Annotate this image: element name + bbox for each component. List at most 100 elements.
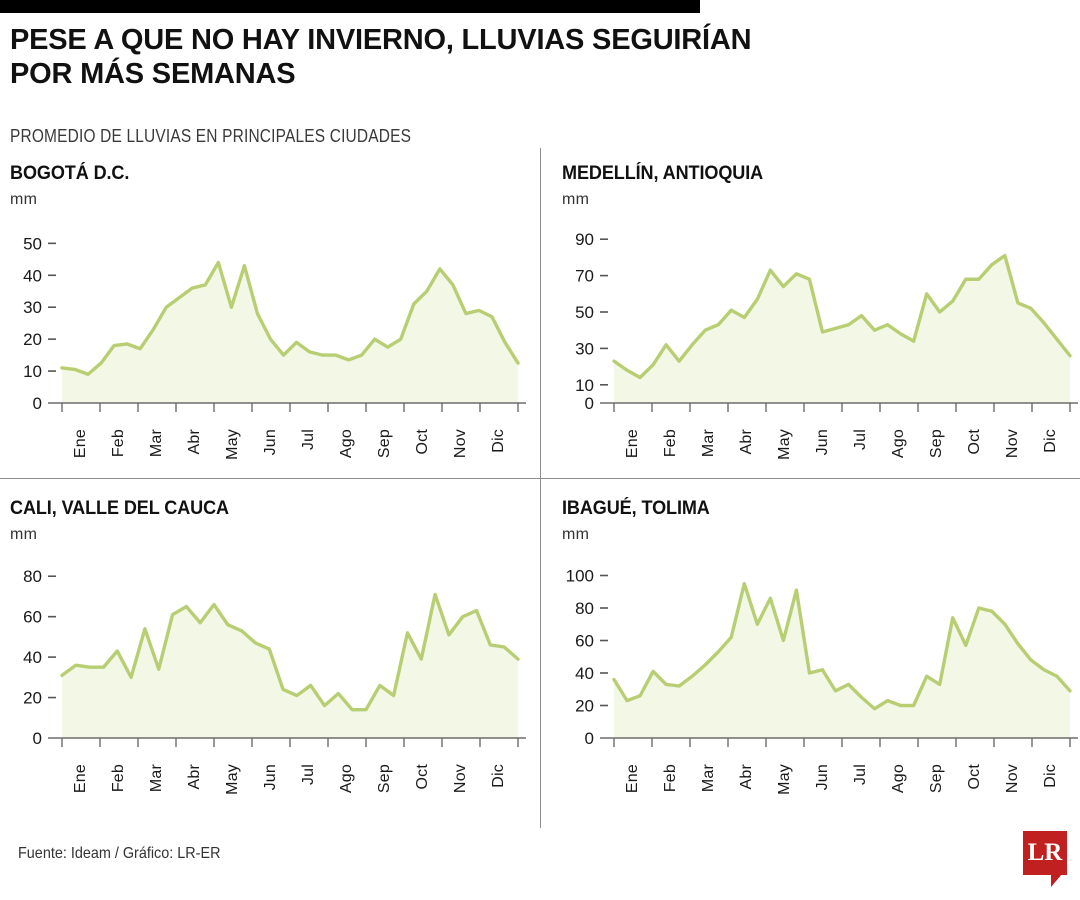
x-tick-label: Jul [852,429,869,451]
x-tick-label: Jun [262,429,279,456]
x-axis-labels-medellin: Ene Feb Mar Abr May Jun Jul Ago Sep Oct Nov Dic [552,427,1080,489]
horizontal-divider [0,478,1080,480]
plot-area-ibague: 0 20 40 60 80 100 [552,546,1080,766]
source-credit: Fuente: Ideam / Gráfico: LR-ER [18,845,221,862]
x-tick-label: Oct [414,429,431,455]
chart-panel-bogota: BOGOTÁ D.C. mm 0 10 20 30 40 50 Ene Feb Mar Abr M… [0,155,540,485]
x-tick-label: Jun [814,429,831,456]
x-tick-label: Ago [890,429,907,459]
page-title: PESE A QUE NO HAY INVIERNO, LLUVIAS SEGU… [10,24,752,90]
page-subtitle: PROMEDIO DE LLUVIAS EN PRINCIPALES CIUDA… [10,126,412,146]
x-tick-label: Jun [262,764,279,791]
x-axis-labels-bogota: Ene Feb Mar Abr May Jun Jul Ago Sep Oct Nov Dic [0,427,540,489]
x-tick-label: Ene [72,764,89,794]
x-tick-label: Sep [928,429,945,459]
svg-text:10: 10 [575,376,594,395]
x-tick-label: Mar [700,764,717,793]
x-tick-label: Nov [1004,429,1021,459]
x-tick-label: Sep [376,429,393,459]
svg-text:40: 40 [23,648,42,667]
chart-title-ibague: IBAGUÉ, TOLIMA [562,498,710,519]
svg-text:20: 20 [23,330,42,349]
plot-area-cali: 0 20 40 60 80 [0,546,540,766]
x-tick-label: Nov [452,429,469,459]
svg-text:60: 60 [23,608,42,627]
vertical-divider [540,148,542,828]
x-tick-label: Dic [1042,764,1059,788]
x-tick-label: Abr [738,429,755,455]
x-tick-label: Feb [662,764,679,793]
svg-text:90: 90 [575,230,594,249]
svg-text:10: 10 [23,362,42,381]
svg-text:0: 0 [33,394,42,413]
x-tick-label: Feb [662,429,679,458]
y-axis-unit-cali: mm [10,526,38,543]
svg-text:40: 40 [23,266,42,285]
svg-text:0: 0 [33,729,42,748]
svg-text:0: 0 [585,394,594,413]
x-tick-label: May [224,429,241,460]
x-tick-label: Abr [738,764,755,790]
x-tick-label: Ene [72,429,89,459]
x-tick-label: Abr [186,764,203,790]
chart-panel-cali: CALI, VALLE DEL CAUCA mm 0 20 40 60 80 Ene Fe… [0,490,540,820]
svg-text:80: 80 [23,567,42,586]
x-tick-label: Dic [1042,429,1059,453]
x-tick-label: Jun [814,764,831,791]
svg-text:0: 0 [585,729,594,748]
chart-title-bogota: BOGOTÁ D.C. [10,163,130,184]
svg-text:60: 60 [575,632,594,651]
x-tick-label: May [224,764,241,795]
svg-text:20: 20 [575,697,594,716]
x-tick-label: Jul [300,429,317,451]
x-tick-label: Sep [928,764,945,794]
chart-panel-medellin: MEDELLÍN, ANTIOQUIA mm 0 10 30 50 70 90 Ene Fe… [552,155,1080,485]
lr-logo-tail [1051,874,1062,887]
chart-title-cali: CALI, VALLE DEL CAUCA [10,498,229,519]
svg-text:30: 30 [23,298,42,317]
x-tick-label: Dic [490,429,507,453]
x-tick-label: Abr [186,429,203,455]
svg-text:70: 70 [575,267,594,286]
chart-title-medellin: MEDELLÍN, ANTIOQUIA [562,163,764,184]
x-axis-labels-ibague: Ene Feb Mar Abr May Jun Jul Ago Sep Oct Nov Dic [552,762,1080,824]
y-axis-unit-bogota: mm [10,191,38,208]
x-tick-label: Nov [1004,764,1021,794]
x-tick-label: Ene [624,764,641,794]
x-tick-label: Feb [110,429,127,458]
plot-area-medellin: 0 10 30 50 70 90 [552,211,1080,431]
lr-logo: LR [1023,831,1067,875]
chart-panel-ibague: IBAGUÉ, TOLIMA mm 0 20 40 60 80 100 Ene Feb Mar… [552,490,1080,820]
x-tick-label: Ene [624,429,641,459]
svg-text:100: 100 [566,567,594,586]
x-tick-label: Mar [148,764,165,793]
svg-text:40: 40 [575,664,594,683]
x-tick-label: Oct [414,764,431,790]
x-tick-label: Sep [376,764,393,794]
x-tick-label: Ago [338,764,355,794]
x-tick-label: Mar [700,429,717,458]
x-tick-label: May [776,764,793,795]
svg-text:80: 80 [575,599,594,618]
x-axis-labels-cali: Ene Feb Mar Abr May Jun Jul Ago Sep Oct Nov Dic [0,762,540,824]
x-tick-label: Oct [966,429,983,455]
x-tick-label: Ago [890,764,907,794]
lr-logo-text: LR [1027,839,1063,866]
svg-text:20: 20 [23,689,42,708]
x-tick-label: Feb [110,764,127,793]
svg-text:50: 50 [575,303,594,322]
plot-area-bogota: 0 10 20 30 40 50 [0,211,540,431]
x-tick-label: Dic [490,764,507,788]
x-tick-label: Nov [452,764,469,794]
svg-text:50: 50 [23,234,42,253]
top-black-bar [0,0,700,13]
x-tick-label: Jul [852,764,869,786]
y-axis-unit-medellin: mm [562,191,590,208]
y-axis-unit-ibague: mm [562,526,590,543]
x-tick-label: May [776,429,793,460]
x-tick-label: Mar [148,429,165,458]
svg-text:30: 30 [575,339,594,358]
x-tick-label: Ago [338,429,355,459]
x-tick-label: Jul [300,764,317,786]
x-tick-label: Oct [966,764,983,790]
